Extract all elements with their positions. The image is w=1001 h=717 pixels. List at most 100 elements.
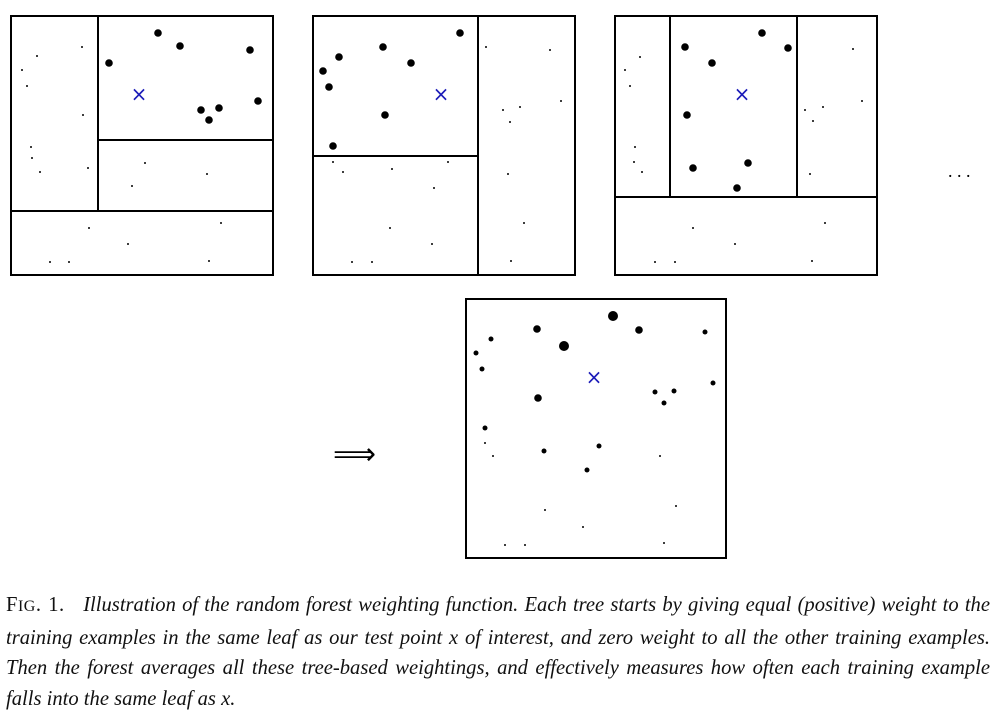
caption-label: FIG. 1. [6, 594, 65, 616]
training-point-in-leaf [215, 104, 223, 112]
training-point-in-leaf [246, 46, 254, 54]
training-point-in-leaf [473, 350, 479, 356]
training-point-in-leaf [708, 59, 716, 67]
implies-arrow: ⟹ [333, 437, 376, 472]
training-point-in-leaf [541, 448, 547, 454]
training-point-outside-leaf [389, 227, 391, 229]
training-point-outside-leaf [812, 120, 814, 122]
training-point-in-leaf [534, 394, 542, 402]
training-point-in-leaf [784, 44, 792, 52]
test-point-x-icon: × [734, 82, 751, 106]
training-point-outside-leaf [447, 161, 449, 163]
training-point-outside-leaf [31, 157, 33, 159]
training-point-outside-leaf [208, 260, 210, 262]
training-point-in-leaf [205, 116, 213, 124]
training-point-outside-leaf [809, 173, 811, 175]
training-point-outside-leaf [519, 106, 521, 108]
training-point-in-leaf [456, 29, 464, 37]
training-point-in-leaf [379, 43, 387, 51]
training-point-outside-leaf [692, 227, 694, 229]
training-point-outside-leaf [87, 167, 89, 169]
training-point-outside-leaf [523, 222, 525, 224]
training-point-in-leaf [105, 59, 113, 67]
panel-border [614, 15, 878, 276]
training-point-outside-leaf [21, 69, 23, 71]
training-point-in-leaf [652, 389, 658, 395]
training-point-outside-leaf [509, 121, 511, 123]
training-point-outside-leaf [634, 146, 636, 148]
training-point-in-leaf [681, 43, 689, 51]
test-point-x-icon: × [433, 82, 450, 106]
training-point-outside-leaf [342, 171, 344, 173]
training-point-in-leaf [533, 325, 541, 333]
training-point-in-leaf [710, 380, 716, 386]
training-point-outside-leaf [36, 55, 38, 57]
tree-partitions: × × × [10, 15, 878, 276]
training-point-in-leaf [559, 341, 569, 351]
training-point-outside-leaf [560, 100, 562, 102]
caption-text: Illustration of the random forest weight… [6, 594, 990, 710]
training-point-outside-leaf [332, 161, 334, 163]
training-point-outside-leaf [391, 168, 393, 170]
training-point-outside-leaf [30, 146, 32, 148]
training-point-outside-leaf [26, 85, 28, 87]
training-point-in-leaf [689, 164, 697, 172]
training-point-outside-leaf [431, 243, 433, 245]
training-point-outside-leaf [433, 187, 435, 189]
training-point-outside-leaf [220, 222, 222, 224]
training-point-outside-leaf [131, 185, 133, 187]
panel-border [465, 298, 727, 559]
training-point-in-leaf [584, 467, 590, 473]
training-point-outside-leaf [507, 173, 509, 175]
training-point-outside-leaf [824, 222, 826, 224]
training-point-outside-leaf [659, 455, 661, 457]
training-point-in-leaf [635, 326, 643, 334]
test-point-x-icon: × [131, 82, 148, 106]
training-point-in-leaf [197, 106, 205, 114]
training-point-outside-leaf [485, 46, 487, 48]
training-point-outside-leaf [822, 106, 824, 108]
training-point-in-leaf [482, 425, 488, 431]
training-point-outside-leaf [811, 260, 813, 262]
training-point-outside-leaf [82, 114, 84, 116]
training-point-in-leaf [608, 311, 618, 321]
training-point-in-leaf [758, 29, 766, 37]
training-point-outside-leaf [504, 544, 506, 546]
training-point-in-leaf [335, 53, 343, 61]
training-point-outside-leaf [734, 243, 736, 245]
training-point-outside-leaf [81, 46, 83, 48]
training-point-outside-leaf [544, 509, 546, 511]
training-point-outside-leaf [582, 526, 584, 528]
training-point-outside-leaf [852, 48, 854, 50]
panel-border [10, 15, 274, 276]
training-point-in-leaf [154, 29, 162, 37]
training-point-outside-leaf [641, 171, 643, 173]
training-point-in-leaf [744, 159, 752, 167]
figure-caption: FIG. 1. Illustration of the random fores… [6, 590, 990, 714]
training-point-in-leaf [733, 184, 741, 192]
training-point-outside-leaf [484, 442, 486, 444]
training-point-outside-leaf [629, 85, 631, 87]
training-point-outside-leaf [351, 261, 353, 263]
training-point-in-leaf [683, 111, 691, 119]
training-point-outside-leaf [675, 505, 677, 507]
training-point-outside-leaf [49, 261, 51, 263]
training-point-outside-leaf [510, 260, 512, 262]
training-point-outside-leaf [654, 261, 656, 263]
tree-panel-1: × [10, 15, 274, 276]
training-point-in-leaf [176, 42, 184, 50]
training-point-outside-leaf [127, 243, 129, 245]
training-point-outside-leaf [492, 455, 494, 457]
test-point-x-icon: × [586, 365, 603, 389]
training-point-outside-leaf [39, 171, 41, 173]
random-forest-weighting-diagram: × × × × . . . ⟹ [10, 15, 971, 559]
training-point-outside-leaf [524, 544, 526, 546]
training-point-outside-leaf [144, 162, 146, 164]
training-point-in-leaf [381, 111, 389, 119]
training-point-outside-leaf [549, 49, 551, 51]
training-point-in-leaf [661, 400, 667, 406]
training-point-outside-leaf [206, 173, 208, 175]
training-point-outside-leaf [624, 69, 626, 71]
tree-panel-2: × [312, 15, 576, 276]
panel-border [312, 15, 576, 276]
